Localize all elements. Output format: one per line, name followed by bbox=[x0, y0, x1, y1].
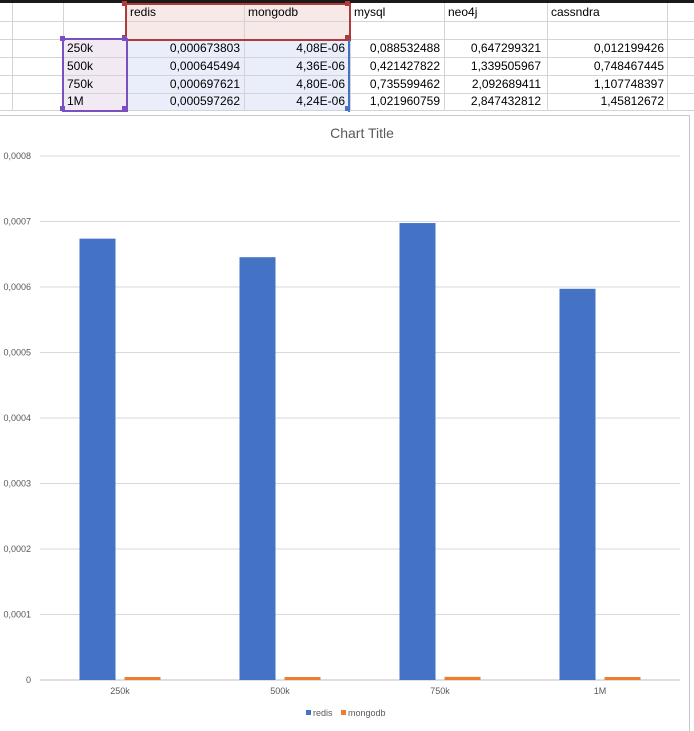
legend-label-mongodb[interactable]: mongodb bbox=[348, 708, 386, 718]
resize-handle[interactable] bbox=[122, 36, 127, 41]
resize-handle[interactable] bbox=[122, 1, 127, 6]
legend-swatch-redis bbox=[306, 710, 311, 715]
y-tick-label: 0,0005 bbox=[3, 348, 31, 358]
value-cell[interactable]: 4,24E-06 bbox=[296, 94, 345, 108]
bar-mongodb-750k[interactable] bbox=[444, 676, 481, 680]
value-cell[interactable]: 0,000645494 bbox=[169, 59, 240, 73]
value-cell[interactable]: 0,647299321 bbox=[470, 41, 541, 55]
x-tick-label: 750k bbox=[430, 686, 450, 696]
value-cell[interactable]: 4,80E-06 bbox=[296, 77, 345, 91]
row-label-cell[interactable]: 750k bbox=[67, 77, 94, 91]
header-cell[interactable]: redis bbox=[130, 5, 157, 19]
value-cell[interactable]: 0,735599462 bbox=[369, 77, 440, 91]
value-cell[interactable]: 0,748467445 bbox=[593, 59, 664, 73]
value-cell[interactable]: 1,45812672 bbox=[600, 94, 664, 108]
chart-legend[interactable]: redis mongodb bbox=[306, 708, 386, 718]
selected-label-range bbox=[63, 39, 126, 110]
value-cell[interactable]: 1,107748397 bbox=[593, 77, 664, 91]
value-cell[interactable]: 0,000697621 bbox=[169, 77, 240, 91]
value-cell[interactable]: 2,847432812 bbox=[470, 94, 541, 108]
value-cell[interactable]: 0,012199426 bbox=[593, 41, 664, 55]
bars bbox=[79, 223, 641, 681]
bar-mongodb-250k[interactable] bbox=[124, 677, 161, 680]
x-axis-labels: 250k 500k 750k 1M bbox=[110, 686, 606, 696]
chart-title[interactable]: Chart Title bbox=[330, 125, 394, 141]
y-tick-label: 0,0001 bbox=[3, 610, 31, 620]
spreadsheet-grid[interactable]: redis mongodb mysql neo4j cassndra 250k 0… bbox=[0, 0, 694, 112]
category-selection bbox=[62, 38, 128, 112]
bar-redis-1M[interactable] bbox=[559, 288, 596, 680]
y-tick-label: 0,0004 bbox=[3, 413, 31, 423]
value-cell[interactable]: 4,36E-06 bbox=[296, 59, 345, 73]
resize-handle[interactable] bbox=[345, 106, 350, 111]
bar-redis-250k[interactable] bbox=[79, 238, 116, 680]
resize-handle[interactable] bbox=[60, 36, 65, 41]
value-cell[interactable]: 0,088532488 bbox=[369, 41, 440, 55]
bar-redis-500k[interactable] bbox=[239, 257, 276, 680]
legend-label-redis[interactable]: redis bbox=[313, 708, 333, 718]
resize-handle[interactable] bbox=[345, 35, 350, 40]
legend-swatch-mongodb bbox=[341, 710, 346, 715]
x-tick-label: 500k bbox=[270, 686, 290, 696]
bar-chart: Chart Title 0 0,0001 0,0002 0,0003 0,0004 0,0… bbox=[3, 125, 680, 718]
header-cell[interactable]: cassndra bbox=[551, 5, 600, 19]
value-cell[interactable]: 0,000597262 bbox=[169, 94, 240, 108]
header-cell[interactable]: mongodb bbox=[248, 5, 299, 19]
y-tick-label: 0 bbox=[26, 675, 31, 685]
value-cell[interactable]: 0,000673803 bbox=[169, 41, 240, 55]
series-name-selection bbox=[125, 3, 351, 41]
row-label-cell[interactable]: 500k bbox=[67, 59, 94, 73]
resize-handle[interactable] bbox=[60, 106, 65, 111]
x-tick-label: 1M bbox=[594, 686, 607, 696]
value-cell[interactable]: 0,421427822 bbox=[369, 59, 440, 73]
y-tick-label: 0,0007 bbox=[3, 217, 31, 227]
selected-value-range bbox=[126, 39, 350, 110]
bar-mongodb-1M[interactable] bbox=[604, 677, 641, 680]
value-cell[interactable]: 1,339505967 bbox=[470, 59, 541, 73]
row-label-cell[interactable]: 250k bbox=[67, 41, 94, 55]
resize-handle[interactable] bbox=[345, 1, 350, 6]
y-tick-label: 0,0008 bbox=[3, 151, 31, 161]
y-tick-label: 0,0006 bbox=[3, 282, 31, 292]
value-cell[interactable]: 1,021960759 bbox=[369, 94, 440, 108]
y-tick-label: 0,0002 bbox=[3, 544, 31, 554]
chart-area[interactable]: Chart Title 0 0,0001 0,0002 0,0003 0,0004 0,0… bbox=[0, 115, 690, 731]
resize-handle[interactable] bbox=[122, 106, 127, 111]
header-cell[interactable]: neo4j bbox=[448, 5, 478, 19]
value-cell[interactable]: 2,092689411 bbox=[471, 77, 541, 91]
value-cell[interactable]: 4,08E-06 bbox=[296, 41, 345, 55]
y-axis-labels: 0 0,0001 0,0002 0,0003 0,0004 0,0005 0,0006 0,0… bbox=[3, 151, 31, 685]
header-cell[interactable]: mysql bbox=[354, 5, 386, 19]
bar-mongodb-500k[interactable] bbox=[284, 677, 321, 680]
y-tick-label: 0,0003 bbox=[3, 479, 31, 489]
x-tick-label: 250k bbox=[110, 686, 130, 696]
bar-redis-750k[interactable] bbox=[399, 223, 436, 681]
row-label-cell[interactable]: 1M bbox=[67, 94, 84, 108]
